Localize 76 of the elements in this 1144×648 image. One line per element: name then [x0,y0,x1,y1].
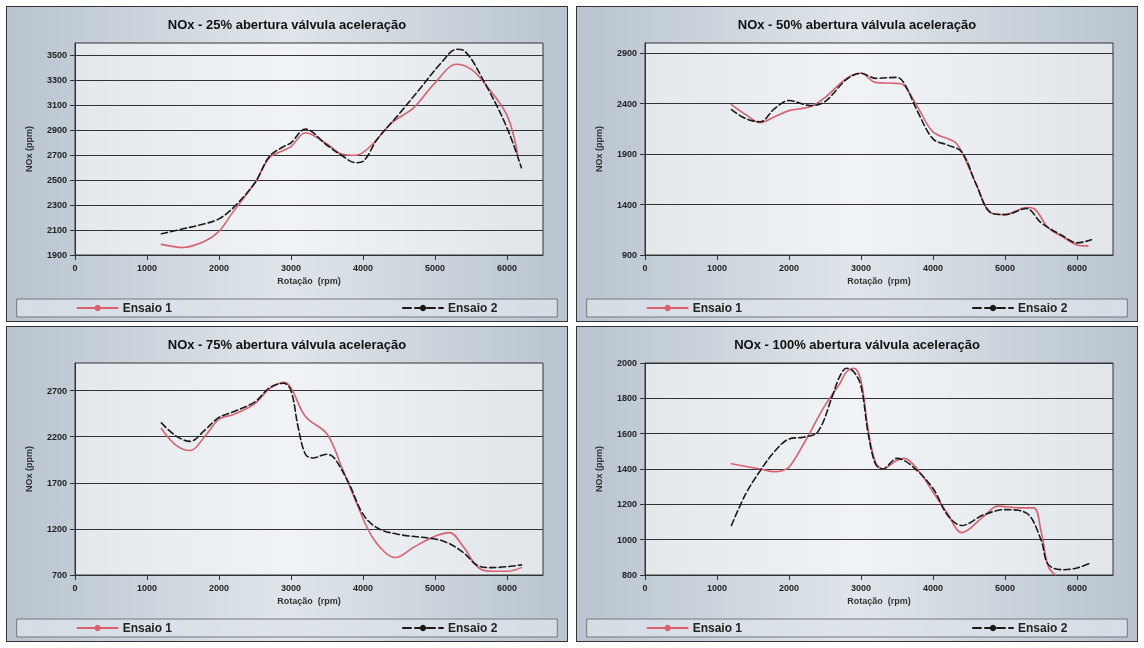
y-tick-label: 3500 [46,50,67,61]
x-tick-label: 2000 [208,582,230,593]
legend-label: Ensaio 2 [1018,621,1068,635]
x-tick-label: 5000 [424,262,446,273]
y-tick-label: 1200 [616,499,637,510]
line-series [160,63,519,249]
x-tick-label: 1000 [136,262,158,273]
x-tick-label: 4000 [352,262,374,273]
x-tick-label: 3000 [850,582,872,593]
x-tick-label: 6000 [496,582,518,593]
y-tick-label: 1200 [46,523,67,534]
x-tick-label: 2000 [778,262,800,273]
y-tick-label: 2700 [46,150,67,161]
legend-label: Ensaio 1 [692,301,743,315]
x-tick-label: 3000 [280,582,302,593]
y-tick-label: 1600 [616,428,637,439]
x-tick-label: 5000 [424,582,446,593]
chart-title: NOx - 25% abertura válvula aceleração [167,17,407,32]
y-tick-label: 2300 [46,200,67,211]
y-tick-label: 700 [51,570,67,580]
x-tick-label: 5000 [994,262,1016,273]
chart-title: NOx - 50% abertura válvula aceleração [737,17,977,32]
chart-title: NOx - 100% abertura válvula aceleração [734,337,980,352]
x-tick-label: 0 [642,582,648,593]
y-tick-label: 2100 [46,225,67,236]
x-tick-label: 1000 [706,582,728,593]
x-axis-title: Rotação (rpm) [277,596,341,607]
y-tick-label: 2200 [46,431,67,442]
x-tick-label: 5000 [994,582,1016,593]
x-axis-title: Rotação (rpm) [847,596,911,607]
x-tick-label: 6000 [1066,582,1088,593]
y-tick-label: 1400 [616,464,637,474]
y-tick-label: 3100 [46,100,67,111]
y-tick-label: 1900 [616,149,637,160]
x-tick-label: 4000 [352,582,374,593]
y-axis-title: NOx (ppm) [23,126,34,172]
y-tick-label: 2900 [46,125,67,136]
y-tick-label: 1900 [46,250,67,260]
y-tick-label: 3300 [46,75,67,86]
y-tick-label: 1800 [616,393,637,404]
x-tick-label: 1000 [136,582,158,593]
y-tick-label: 2500 [46,175,67,186]
x-tick-label: 0 [72,582,78,593]
x-tick-label: 4000 [922,582,944,593]
legend-label: Ensaio 1 [692,621,743,635]
x-tick-label: 0 [72,262,78,273]
legend-label: Ensaio 2 [448,621,498,635]
x-tick-label: 2000 [778,582,800,593]
y-tick-label: 1400 [616,199,637,210]
y-tick-label: 1000 [616,534,637,545]
legend-label: Ensaio 1 [122,621,173,635]
x-tick-label: 6000 [1066,262,1088,273]
x-tick-label: 6000 [496,262,518,273]
x-tick-label: 2000 [208,262,230,273]
x-tick-label: 0 [642,262,648,273]
legend-label: Ensaio 2 [1018,301,1068,315]
y-tick-label: 1700 [46,477,67,488]
y-tick-label: 2400 [616,98,637,109]
x-axis-title: Rotação (rpm) [277,276,341,287]
x-tick-label: 3000 [850,262,872,273]
y-axis-title: NOx (ppm) [593,126,604,172]
y-tick-label: 900 [621,250,637,260]
y-tick-label: 2700 [46,385,67,396]
x-tick-label: 1000 [706,262,728,273]
y-axis-title: NOx (ppm) [593,446,604,492]
y-axis-title: NOx (ppm) [23,446,34,492]
legend-label: Ensaio 2 [448,301,498,315]
chart-title: NOx - 75% abertura válvula aceleração [167,337,407,352]
x-tick-label: 4000 [922,262,944,273]
line-series [160,48,523,235]
y-tick-label: 2000 [616,358,637,368]
x-axis-title: Rotação (rpm) [847,276,911,287]
legend-label: Ensaio 1 [122,301,173,315]
x-tick-label: 3000 [280,262,302,273]
y-tick-label: 2900 [616,48,637,59]
y-tick-label: 800 [621,570,637,580]
